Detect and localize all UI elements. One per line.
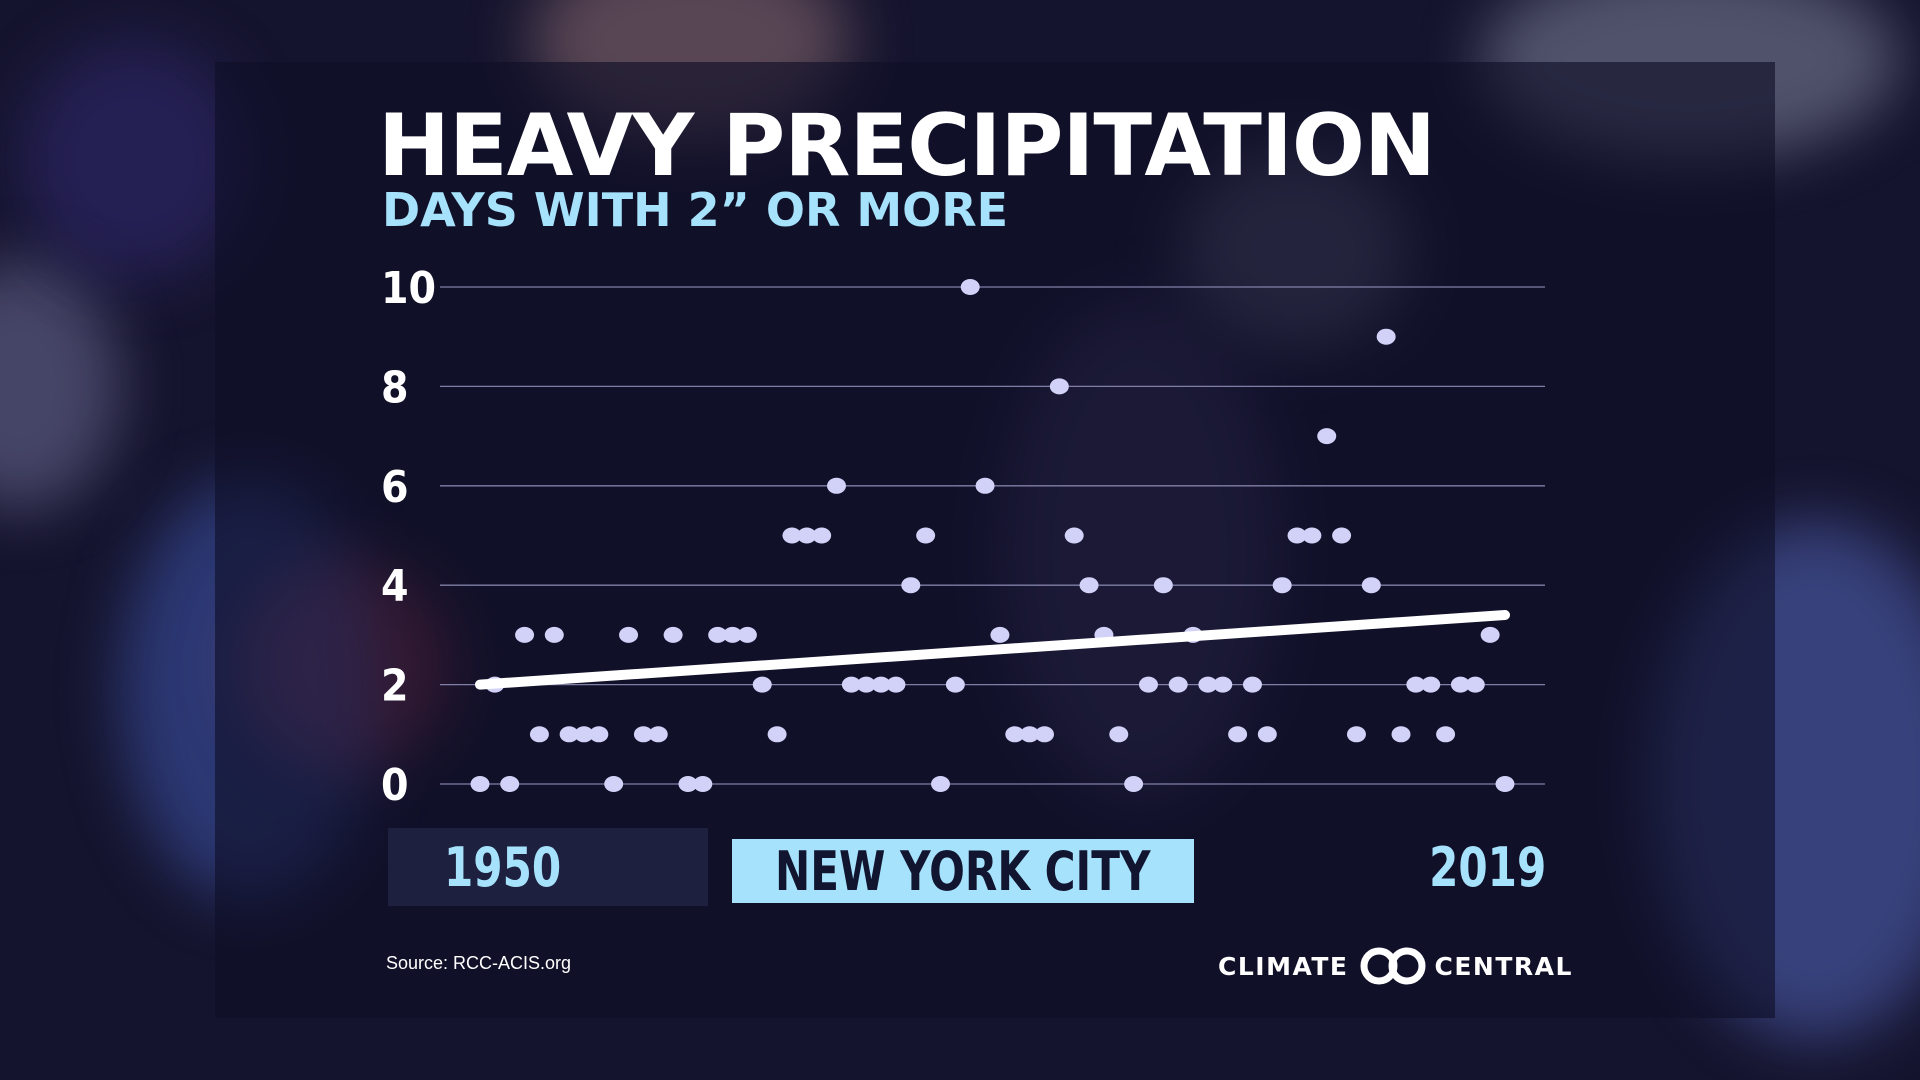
x-axis-end-label: 2019 xyxy=(1428,836,1546,899)
data-point-2005 xyxy=(1287,527,1307,544)
logo-rings-icon xyxy=(1360,947,1425,985)
logo-text-left: CLIMATE xyxy=(1218,951,1349,981)
data-point-2018 xyxy=(1480,626,1500,643)
data-point-2007 xyxy=(1317,428,1337,445)
chart-subtitle: DAYS WITH 2” OR MORE xyxy=(382,183,1009,237)
chart-title: HEAVY PRECIPITATION xyxy=(378,96,1436,196)
data-point-1975 xyxy=(841,676,861,693)
data-point-2010 xyxy=(1361,577,1381,594)
data-point-1953 xyxy=(515,626,535,643)
data-point-1986 xyxy=(1005,726,1025,743)
data-point-1976 xyxy=(856,676,876,693)
data-point-1996 xyxy=(1153,577,1173,594)
data-point-2008 xyxy=(1332,527,1352,544)
x-axis-start-label: 1950 xyxy=(444,836,562,899)
data-point-1997 xyxy=(1168,676,1188,693)
data-point-2014 xyxy=(1421,676,1441,693)
data-point-2012 xyxy=(1391,726,1411,743)
data-point-1954 xyxy=(529,726,549,743)
logo-text-right: CENTRAL xyxy=(1434,951,1573,981)
data-point-1950 xyxy=(470,776,490,792)
data-point-2015 xyxy=(1436,726,1456,743)
data-point-1987 xyxy=(1020,726,1040,743)
y-tick-label-0: 0 xyxy=(381,760,409,811)
data-point-2003 xyxy=(1257,726,1277,743)
start-year-box xyxy=(388,828,708,906)
data-point-2001 xyxy=(1228,726,1248,743)
data-point-2013 xyxy=(1406,676,1426,693)
data-point-2009 xyxy=(1346,726,1366,743)
y-tick-label-4: 4 xyxy=(381,561,409,612)
data-point-1961 xyxy=(633,726,653,743)
location-label-text: NEW YORK CITY xyxy=(775,839,1151,903)
data-point-1955 xyxy=(544,626,564,643)
data-point-1999 xyxy=(1198,676,1218,693)
data-point-1988 xyxy=(1034,726,1054,743)
data-point-1962 xyxy=(648,726,668,743)
y-tick-label-6: 6 xyxy=(381,462,409,513)
data-point-1989 xyxy=(1049,378,1069,395)
y-tick-label-10: 10 xyxy=(381,263,436,314)
data-point-2019 xyxy=(1495,776,1515,792)
trend-line xyxy=(475,610,1510,690)
data-point-1973 xyxy=(812,527,832,544)
data-point-1994 xyxy=(1124,776,1144,792)
data-point-1991 xyxy=(1079,577,1099,594)
data-point-1980 xyxy=(916,527,936,544)
data-point-1958 xyxy=(589,726,609,743)
data-point-1964 xyxy=(678,776,698,792)
data-point-1977 xyxy=(871,676,891,693)
data-point-1969 xyxy=(752,676,772,693)
data-point-1993 xyxy=(1109,726,1129,743)
data-point-1974 xyxy=(827,477,847,494)
data-point-2017 xyxy=(1465,676,1485,693)
data-point-1966 xyxy=(708,626,728,643)
data-point-1952 xyxy=(500,776,520,792)
data-point-1965 xyxy=(693,776,713,792)
data-point-1959 xyxy=(604,776,624,792)
data-point-1984 xyxy=(975,477,995,494)
data-point-1968 xyxy=(737,626,757,643)
data-point-1963 xyxy=(663,626,683,643)
data-point-1972 xyxy=(797,527,817,544)
location-label: NEW YORK CITY xyxy=(732,839,1194,903)
data-point-2016 xyxy=(1450,676,1470,693)
data-point-1990 xyxy=(1064,527,1084,544)
data-point-2000 xyxy=(1213,676,1233,693)
data-point-1970 xyxy=(767,726,787,743)
data-point-2011 xyxy=(1376,328,1396,345)
data-point-1979 xyxy=(901,577,921,594)
y-tick-label-8: 8 xyxy=(381,362,409,413)
data-point-1985 xyxy=(990,626,1010,643)
data-point-1983 xyxy=(960,279,980,295)
data-point-1956 xyxy=(559,726,579,743)
data-point-2006 xyxy=(1302,527,1322,544)
data-point-1982 xyxy=(945,676,965,693)
data-point-1957 xyxy=(574,726,594,743)
data-point-2002 xyxy=(1242,676,1262,693)
climate-central-logo: CLIMATE CENTRAL xyxy=(1218,943,1573,989)
data-point-1971 xyxy=(782,527,802,544)
data-point-2004 xyxy=(1272,577,1292,594)
data-point-1981 xyxy=(931,776,951,792)
data-point-1960 xyxy=(619,626,639,643)
y-tick-label-2: 2 xyxy=(381,661,409,712)
source-credit: Source: RCC-ACIS.org xyxy=(386,953,572,973)
data-point-1995 xyxy=(1138,676,1158,693)
data-point-1978 xyxy=(886,676,906,693)
data-point-1967 xyxy=(723,626,743,643)
